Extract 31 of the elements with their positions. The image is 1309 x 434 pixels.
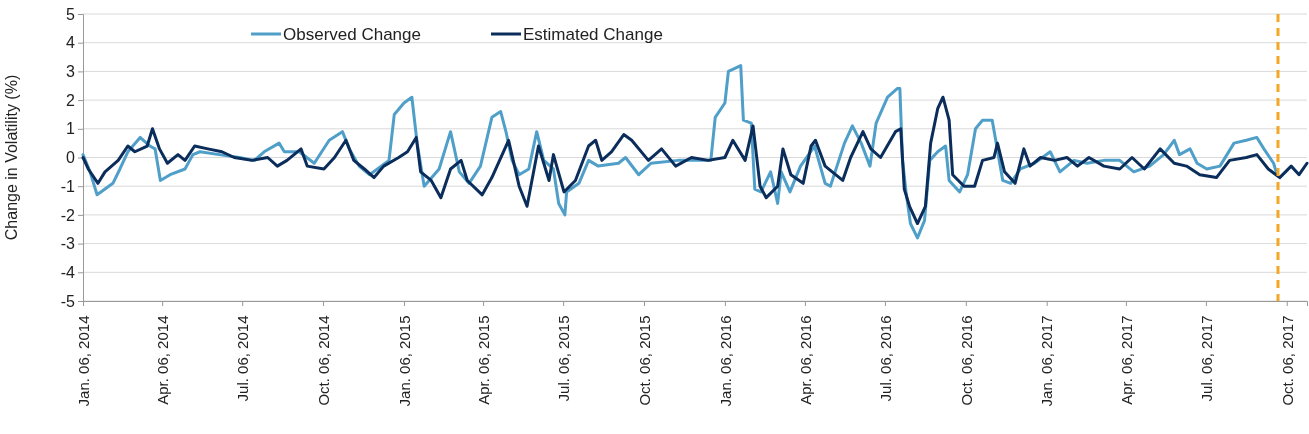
x-tick-label: Apr. 06, 2017 [1117,315,1135,405]
x-tick-label: Jan. 06, 2015 [395,315,413,407]
legend-label: Estimated Change [522,25,663,44]
y-tick-label: 4 [66,34,76,52]
y-tick-label: -3 [60,235,76,253]
x-tick-label: Apr. 06, 2016 [796,315,814,405]
x-tick-label: Jan. 06, 2014 [74,315,92,407]
legend-label: Observed Change [283,25,421,44]
y-tick-label: 5 [66,5,76,23]
x-tick-label: Oct. 06, 2015 [635,315,653,406]
x-tick-label: Oct. 06, 2014 [314,315,332,406]
line-series [81,95,1309,226]
x-tick-label: Oct. 06, 2017 [1278,315,1296,406]
x-tick-label: Apr. 06, 2014 [153,315,171,405]
y-tick-label: -5 [60,292,76,310]
y-tick-label: 2 [66,91,76,109]
x-tick-label: Jan. 06, 2017 [1038,315,1056,407]
y-tick-label: 1 [66,120,76,138]
y-tick-label: -4 [60,263,76,281]
y-tick-label: 3 [66,63,76,81]
x-tick-label: Apr. 06, 2015 [474,315,492,405]
x-tick-label: Jul. 06, 2015 [554,315,572,402]
x-tick-label: Jul. 06, 2014 [233,315,251,402]
x-tick-label: Jan. 06, 2016 [716,315,734,407]
y-axis-title: Change in Volatility (%) [3,74,20,241]
y-tick-label: -2 [60,206,76,224]
x-tick-label: Oct. 06, 2016 [957,315,975,406]
y-tick-label: 0 [66,149,76,167]
x-tick-label: Jul. 06, 2016 [876,315,894,402]
x-tick-label: Jul. 06, 2017 [1197,315,1215,402]
y-tick-label: -1 [60,177,76,195]
